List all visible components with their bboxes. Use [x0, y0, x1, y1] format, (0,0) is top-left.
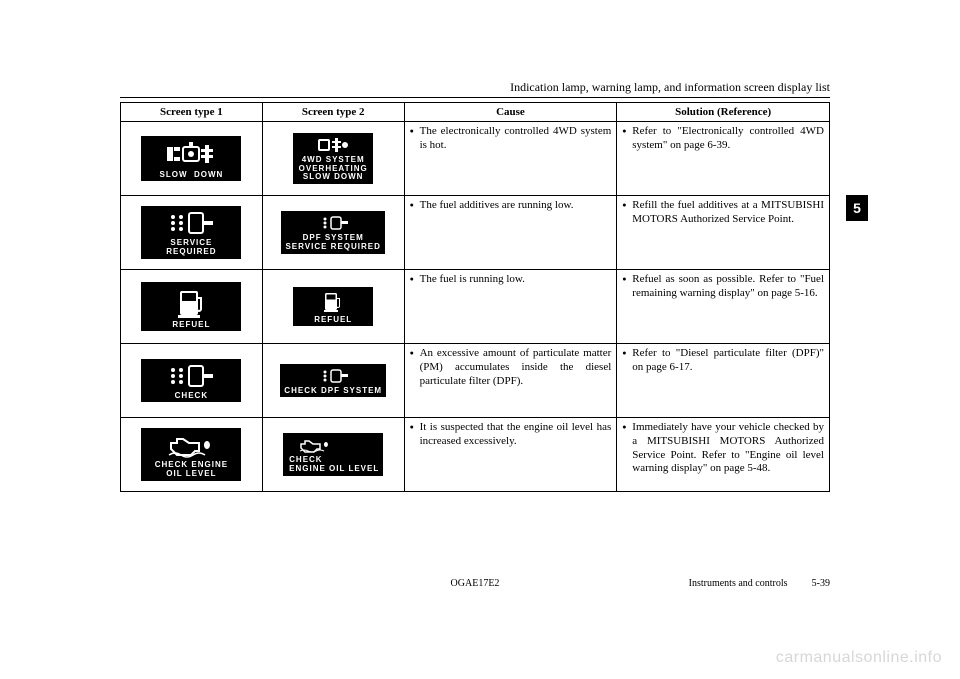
solution-text: Refill the fuel additives at a MITSUBISH…	[622, 199, 824, 227]
icon-label: CHECK DPF SYSTEM	[284, 387, 382, 396]
solution-text: Refuel as soon as possible. Refer to "Fu…	[622, 273, 824, 301]
cause-text: The fuel is running low.	[410, 273, 612, 287]
icon-label: SERVICE REQUIRED	[145, 239, 237, 257]
warning-table: Screen type 1 Screen type 2 Cause Soluti…	[120, 102, 830, 492]
chapter-name: Instruments and controls	[689, 578, 788, 589]
slow-down-icon: SLOW DOWN	[141, 136, 241, 182]
doc-code: OGAE17E2	[451, 578, 500, 589]
page-number: 5-39	[790, 578, 830, 589]
cause-text: It is suspected that the engine oil leve…	[410, 421, 612, 449]
icon-label: REFUEL	[145, 321, 237, 330]
check-engine-oil-level-icon: CHECK ENGINE OIL LEVEL	[283, 433, 383, 476]
icon-label: CHECK ENGINE OIL LEVEL	[289, 456, 379, 474]
cause-text: The electronically controlled 4WD system…	[410, 125, 612, 153]
header-cause: Cause	[404, 103, 617, 122]
cause-text: An excessive amount of particulate matte…	[410, 347, 612, 388]
header-screen-type-2: Screen type 2	[262, 103, 404, 122]
table-row: SLOW DOWN 4WD SYSTEM OVERHEATING SLOW DO…	[121, 122, 830, 196]
section-title: Indication lamp, warning lamp, and infor…	[120, 80, 830, 98]
refuel-icon-small: REFUEL	[293, 287, 373, 327]
dpf-service-icon: DPF SYSTEM SERVICE REQUIRED	[281, 211, 384, 254]
table-row: CHECK CHECK DPF SYSTEM An excessive amou…	[121, 344, 830, 418]
icon-label: SLOW DOWN	[145, 171, 237, 180]
refuel-icon: REFUEL	[141, 282, 241, 332]
solution-text: Refer to "Diesel particulate filter (DPF…	[622, 347, 824, 375]
solution-text: Refer to "Electronically controlled 4WD …	[622, 125, 824, 153]
check-dpf-system-icon: CHECK DPF SYSTEM	[280, 364, 386, 398]
table-row: CHECK ENGINE OIL LEVEL CHECK ENGINE OIL …	[121, 418, 830, 492]
icon-label: 4WD SYSTEM OVERHEATING SLOW DOWN	[297, 156, 369, 182]
header-solution: Solution (Reference)	[617, 103, 830, 122]
check-engine-oil-icon: CHECK ENGINE OIL LEVEL	[141, 428, 241, 481]
check-dpf-icon: CHECK	[141, 359, 241, 403]
icon-label: CHECK	[145, 392, 237, 401]
service-required-icon: SERVICE REQUIRED	[141, 206, 241, 259]
table-row: REFUEL REFUEL The fuel is running low. R…	[121, 270, 830, 344]
cause-text: The fuel additives are running low.	[410, 199, 612, 213]
page-body: Indication lamp, warning lamp, and infor…	[120, 80, 830, 492]
header-screen-type-1: Screen type 1	[121, 103, 263, 122]
watermark: carmanualsonline.info	[776, 649, 942, 667]
icon-label: DPF SYSTEM SERVICE REQUIRED	[285, 234, 380, 252]
icon-label: REFUEL	[297, 316, 369, 325]
table-row: SERVICE REQUIRED DPF SYSTEM SERVICE REQU…	[121, 196, 830, 270]
chapter-tab: 5	[846, 195, 868, 221]
4wd-overheating-icon: 4WD SYSTEM OVERHEATING SLOW DOWN	[293, 133, 373, 184]
solution-text: Immediately have your vehicle checked by…	[622, 421, 824, 476]
icon-label: CHECK ENGINE OIL LEVEL	[145, 461, 237, 479]
